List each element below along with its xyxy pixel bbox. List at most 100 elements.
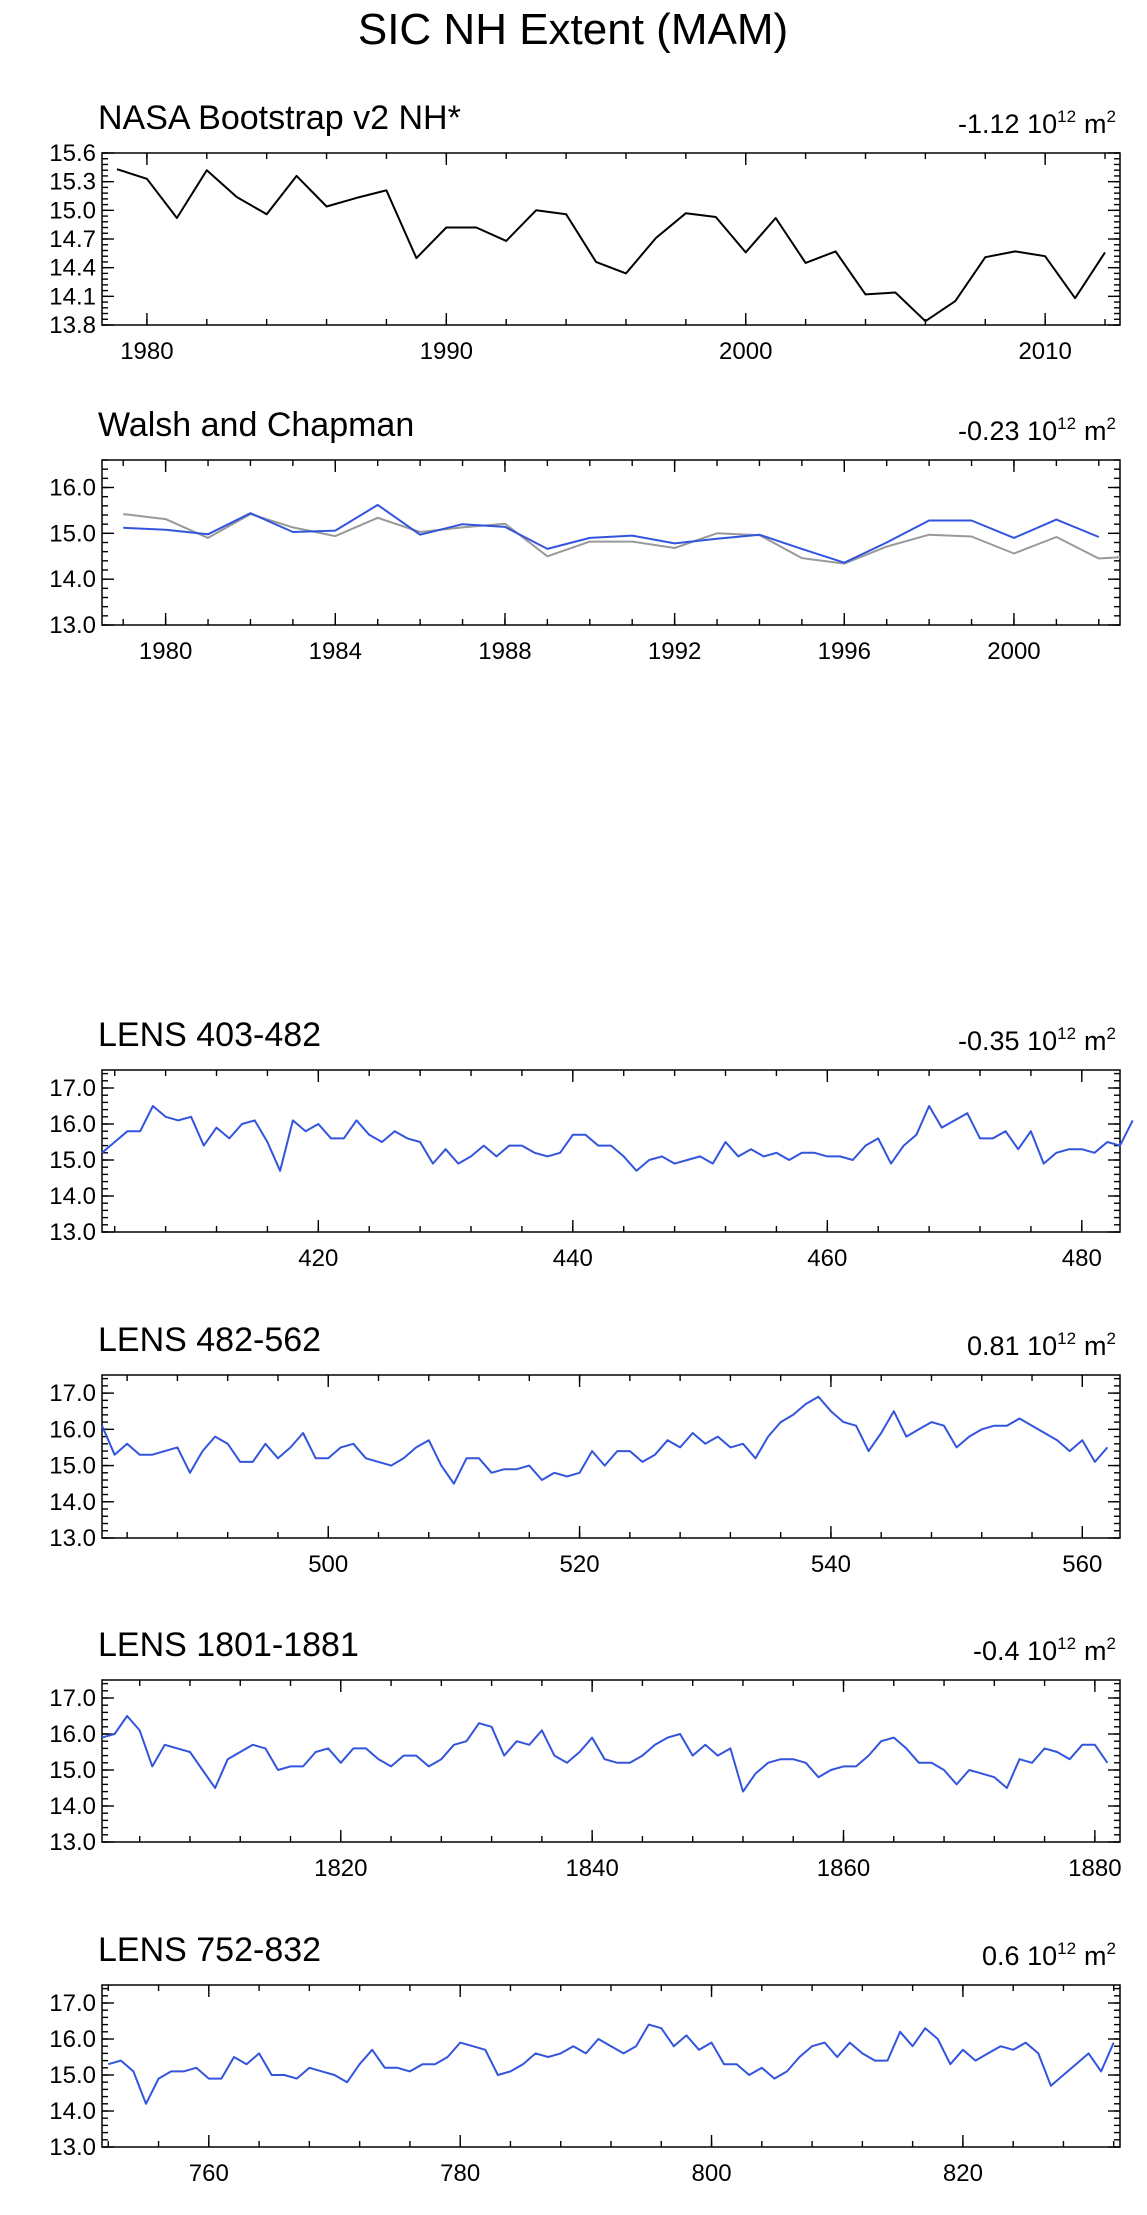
trend-unit-exponent: 12 xyxy=(1057,1939,1076,1958)
trend-unit-suffix-exponent: 2 xyxy=(1107,1634,1116,1653)
x-tick-label: 800 xyxy=(692,2160,732,2187)
x-tick-label: 520 xyxy=(560,1551,600,1578)
series-line xyxy=(123,513,1121,565)
y-tick-label: 16.0 xyxy=(49,1721,96,1748)
panel-title: LENS 482-562 xyxy=(98,1321,321,1359)
trend-unit-suffix-exponent: 2 xyxy=(1107,1024,1116,1043)
y-tick-label: 13.0 xyxy=(49,612,96,639)
trend-unit-suffix-exponent: 2 xyxy=(1107,1939,1116,1958)
x-tick-label: 760 xyxy=(189,2160,229,2187)
trend-unit-suffix-exponent: 2 xyxy=(1107,414,1116,433)
x-tick-label: 2010 xyxy=(1018,338,1071,365)
trend-annotation: -0.35 1012 m2 xyxy=(958,1024,1116,1056)
chart-panel: NASA Bootstrap v2 NH* -1.12 1012 m213.814.… xyxy=(49,99,1121,365)
y-tick-label: 16.0 xyxy=(49,475,96,502)
x-tick-label: 1860 xyxy=(817,1855,870,1882)
y-tick-label: 16.0 xyxy=(49,2026,96,2053)
trend-value: -0.35 xyxy=(958,1026,1027,1056)
x-tick-label: 820 xyxy=(943,2160,983,2187)
series-line xyxy=(101,1395,1109,1485)
x-tick-label: 420 xyxy=(298,1245,338,1272)
x-tick-label: 1840 xyxy=(565,1855,618,1882)
x-tick-label: 1984 xyxy=(309,638,362,665)
series-line xyxy=(108,2023,1115,2105)
series-line xyxy=(123,503,1100,564)
x-tick-label: 440 xyxy=(553,1245,593,1272)
panel-title: Walsh and Chapman xyxy=(98,406,414,444)
trend-value: -1.12 xyxy=(958,109,1027,139)
y-tick-label: 14.4 xyxy=(49,255,96,282)
trend-annotation: 0.81 1012 m2 xyxy=(967,1329,1116,1361)
x-tick-label: 480 xyxy=(1062,1245,1102,1272)
y-tick-label: 15.0 xyxy=(49,1757,96,1784)
trend-unit-exponent: 12 xyxy=(1057,1024,1076,1043)
x-tick-label: 1980 xyxy=(120,338,173,365)
y-tick-label: 17.0 xyxy=(49,1685,96,1712)
y-tick-label: 14.0 xyxy=(49,1183,96,1210)
y-tick-label: 16.0 xyxy=(49,1111,96,1138)
trend-unit-suffix: m xyxy=(1084,109,1107,139)
trend-unit-base: 10 xyxy=(1027,1636,1057,1666)
panel-title: LENS 1801-1881 xyxy=(98,1626,359,1664)
chart-panel: LENS 1801-1881 -0.4 1012 m2 13.0 14.0 15.0 16.… xyxy=(49,1626,1121,1882)
panel-title: LENS 752-832 xyxy=(98,1931,321,1969)
x-tick-label: 560 xyxy=(1062,1551,1102,1578)
trend-unit-base: 10 xyxy=(1027,1026,1057,1056)
y-tick-label: 17.0 xyxy=(49,1075,96,1102)
y-tick-label: 15.0 xyxy=(49,520,96,547)
trend-value: -0.23 xyxy=(958,416,1027,446)
x-tick-label: 540 xyxy=(811,1551,851,1578)
x-tick-label: 1990 xyxy=(420,338,473,365)
trend-unit-exponent: 12 xyxy=(1057,414,1076,433)
x-tick-label: 1988 xyxy=(478,638,531,665)
y-tick-label: 15.0 xyxy=(49,2062,96,2089)
panels: NASA Bootstrap v2 NH* -1.12 1012 m213.814.… xyxy=(49,99,1134,2187)
chart-panel: LENS 403-482 -0.35 1012 m2 13.0 14.0 15.0 16.0… xyxy=(49,1016,1134,1272)
y-tick-label: 13.0 xyxy=(49,1219,96,1246)
trend-unit-suffix-exponent: 2 xyxy=(1107,107,1116,126)
x-tick-label: 500 xyxy=(308,1551,348,1578)
y-tick-label: 13.0 xyxy=(49,2134,96,2161)
plot-frame xyxy=(101,1069,1121,1233)
trend-unit-suffix: m xyxy=(1084,1331,1107,1361)
series-line xyxy=(101,1105,1134,1172)
trend-unit-base: 10 xyxy=(1027,1331,1057,1361)
y-tick-label: 15.0 xyxy=(49,1147,96,1174)
plot-frame xyxy=(101,1374,1121,1539)
trend-unit-exponent: 12 xyxy=(1057,1634,1076,1653)
chart-panel: LENS 752-832 0.6 1012 m2 13.0 14.0 15.0 16.0 17… xyxy=(49,1931,1121,2187)
x-tick-label: 1996 xyxy=(818,638,871,665)
x-tick-label: 2000 xyxy=(987,638,1040,665)
y-tick-label: 15.6 xyxy=(49,140,96,167)
chart-panel: LENS 482-562 0.81 1012 m2 13.0 14.0 15.0 16.0 1… xyxy=(49,1321,1121,1578)
y-tick-label: 14.0 xyxy=(49,1489,96,1516)
y-tick-label: 14.7 xyxy=(49,226,96,253)
x-tick-label: 2000 xyxy=(719,338,772,365)
y-tick-label: 13.8 xyxy=(49,312,96,339)
trend-annotation: -1.12 1012 m2 xyxy=(958,107,1116,139)
y-tick-label: 14.0 xyxy=(49,566,96,593)
trend-unit-base: 10 xyxy=(1027,1941,1057,1971)
chart-panel: Walsh and Chapman -0.23 1012 m2 13.0 14.0 15.… xyxy=(49,406,1121,665)
trend-unit-exponent: 12 xyxy=(1057,107,1076,126)
trend-annotation: -0.4 1012 m2 xyxy=(973,1634,1116,1666)
y-tick-label: 16.0 xyxy=(49,1416,96,1443)
y-tick-label: 14.0 xyxy=(49,1793,96,1820)
x-tick-label: 1820 xyxy=(314,1855,367,1882)
y-tick-label: 17.0 xyxy=(49,1380,96,1407)
trend-unit-suffix: m xyxy=(1084,416,1107,446)
trend-unit-suffix: m xyxy=(1084,1636,1107,1666)
x-tick-label: 1992 xyxy=(648,638,701,665)
trend-annotation: 0.6 1012 m2 xyxy=(982,1939,1116,1971)
figure-title: SIC NH Extent (MAM) xyxy=(358,5,788,54)
trend-value: 0.6 xyxy=(982,1941,1027,1971)
trend-unit-base: 10 xyxy=(1027,416,1057,446)
x-tick-label: 1980 xyxy=(139,638,192,665)
plot-frame xyxy=(101,1984,1121,2148)
trend-annotation: -0.23 1012 m2 xyxy=(958,414,1116,446)
trend-unit-suffix-exponent: 2 xyxy=(1107,1329,1116,1348)
trend-unit-exponent: 12 xyxy=(1057,1329,1076,1348)
series-line xyxy=(116,168,1106,323)
series-line xyxy=(101,1715,1109,1793)
